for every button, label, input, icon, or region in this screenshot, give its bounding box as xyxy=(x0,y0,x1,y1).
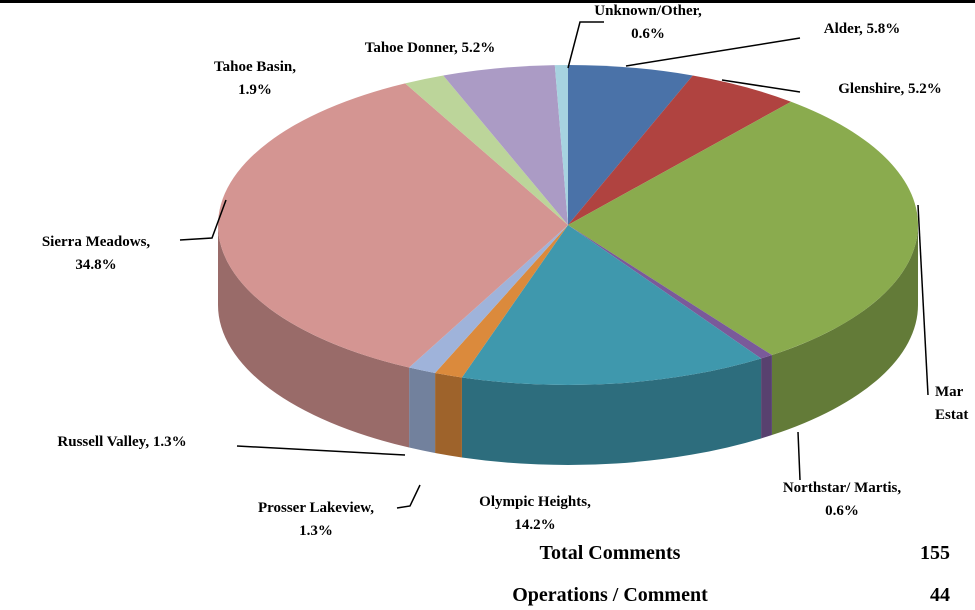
slice-label: Northstar/ Martis, xyxy=(783,480,902,496)
slice xyxy=(443,65,568,226)
labels: Alder, 5.8% Glenshire, 5.2% Mar Estat Norths… xyxy=(42,3,969,539)
slice-label: Mar xyxy=(935,384,964,400)
slice-label: Russell Valley, 1.3% xyxy=(57,434,186,450)
slice-label: 0.6% xyxy=(631,26,665,42)
leader-line xyxy=(567,21,604,69)
slice xyxy=(405,75,568,225)
slice-label: Tahoe Basin, xyxy=(214,59,296,75)
slice-label: Tahoe Donner, 5.2% xyxy=(365,40,496,56)
summary-value: 44 xyxy=(930,584,950,606)
slice-label: 1.3% xyxy=(299,523,333,539)
slice xyxy=(568,65,693,225)
top-rule xyxy=(0,0,975,3)
slice xyxy=(461,225,762,385)
slice xyxy=(554,65,568,225)
slice-label: Glenshire, 5.2% xyxy=(838,81,941,97)
slice-side xyxy=(435,373,462,458)
slice-side xyxy=(761,355,772,439)
slice-label: Unknown/Other, xyxy=(594,3,702,19)
pie-sides xyxy=(217,225,918,465)
slice-label: Sierra Meadows, xyxy=(42,234,151,250)
slice-label: 0.6% xyxy=(825,503,859,519)
leader-line xyxy=(236,445,406,456)
slice-side xyxy=(409,367,436,454)
slice-label: 1.9% xyxy=(238,82,272,98)
leader-line xyxy=(917,204,929,396)
leader-line xyxy=(625,37,801,67)
slice-label: Alder, 5.8% xyxy=(824,21,901,37)
slice xyxy=(218,83,568,368)
leader-line xyxy=(396,484,421,509)
leader-line xyxy=(721,79,801,93)
summary-label: Total Comments xyxy=(540,542,681,564)
slice-label: Estat xyxy=(935,407,968,423)
slice xyxy=(568,101,918,356)
summary-value: 155 xyxy=(920,542,950,564)
slice-side xyxy=(771,225,918,436)
slice-label: 14.2% xyxy=(514,517,555,533)
slice-label: Prosser Lakeview, xyxy=(258,500,374,516)
leader-line xyxy=(797,431,801,481)
slice-side xyxy=(461,358,762,465)
slice xyxy=(568,225,772,359)
summary: Total Comments 155 Operations / Comment 44 xyxy=(512,542,950,606)
slice xyxy=(435,225,568,378)
slice-label: 34.8% xyxy=(75,257,116,273)
pie-tops xyxy=(218,65,918,385)
slice xyxy=(568,75,792,225)
leader-line xyxy=(179,199,227,241)
slice-side xyxy=(217,225,410,448)
slice xyxy=(409,225,568,374)
summary-label: Operations / Comment xyxy=(512,584,708,606)
slice-label: Olympic Heights, xyxy=(479,494,591,510)
